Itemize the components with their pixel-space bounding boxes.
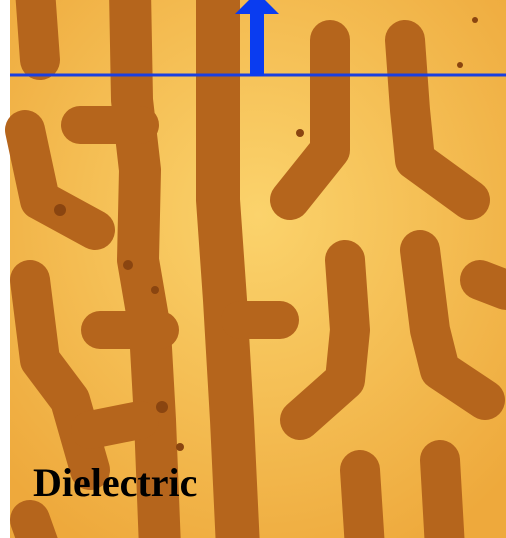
screenshot: Dielectric: [0, 0, 506, 538]
afm-image: Dielectric: [0, 0, 506, 538]
arrow-shaft: [250, 8, 264, 76]
label: Dielectric: [33, 460, 197, 505]
